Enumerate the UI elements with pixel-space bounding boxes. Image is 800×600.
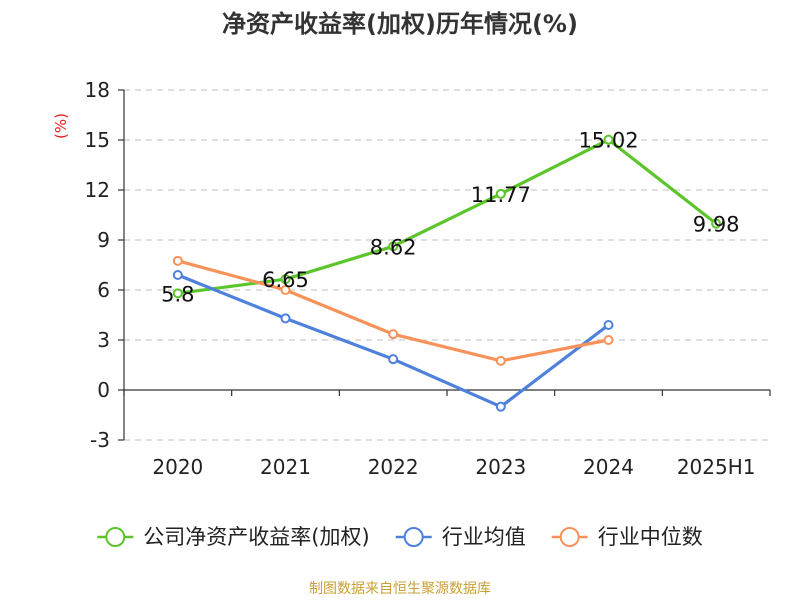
legend-label: 公司净资产收益率(加权)	[143, 525, 369, 549]
data-point	[711, 218, 722, 229]
data-label: 15.02	[578, 129, 638, 153]
legend: 公司净资产收益率(加权) 行业均值 行业中位数	[97, 525, 703, 549]
data-point	[172, 255, 183, 266]
data-point	[495, 401, 506, 412]
series-line	[177, 259, 609, 363]
y-tick-label: -3	[90, 428, 110, 452]
data-labels: 5.8 6.65 8.62 11.77 15.02 9.98	[161, 129, 739, 307]
data-point	[388, 329, 399, 340]
y-tick-label: 9	[97, 228, 110, 252]
legend-item: 行业均值	[395, 525, 526, 549]
series-line	[177, 273, 610, 409]
data-point	[280, 274, 291, 285]
x-tick-label: 2020	[152, 455, 203, 479]
legend-item: 公司净资产收益率(加权)	[97, 525, 370, 549]
data-label: 8.62	[370, 235, 417, 259]
legend-label: 行业中位数	[598, 525, 703, 549]
legend-label: 行业均值	[442, 525, 526, 549]
data-point	[603, 320, 614, 330]
data-point	[172, 288, 183, 299]
y-tick-label: 18	[85, 78, 110, 102]
axes: -3 0 3 6 9 12 15 18 2020 2021 2022 2023 2024 2025H1	[85, 78, 771, 479]
data-point	[603, 134, 614, 145]
data-point	[280, 313, 291, 324]
x-tick-label: 2025H1	[677, 455, 756, 479]
y-tick-label: 0	[97, 378, 110, 402]
data-label: 5.8	[161, 282, 194, 306]
legend-circle-icon	[105, 527, 126, 547]
y-tick-label: 3	[97, 328, 110, 352]
data-point	[388, 354, 399, 365]
data-label: 9.98	[693, 213, 740, 237]
x-tick-label: 2022	[368, 455, 419, 479]
y-tick-label: 12	[85, 178, 110, 202]
data-point	[388, 241, 399, 252]
data-point	[280, 285, 291, 295]
data-point	[495, 355, 506, 366]
data-point	[495, 188, 506, 199]
series-lines	[172, 134, 722, 412]
y-tick-label: 6	[97, 278, 110, 302]
legend-circle-icon	[403, 527, 424, 547]
data-label: 6.65	[262, 268, 309, 292]
legend-item: 行业中位数	[551, 525, 703, 549]
y-tick-label: 15	[85, 128, 110, 152]
grid-lines	[124, 89, 770, 441]
legend-circle-icon	[559, 527, 580, 547]
data-point	[603, 335, 614, 345]
series-line	[177, 138, 718, 295]
y-axis-unit-label: (%)	[52, 113, 70, 139]
x-tick-label: 2023	[475, 455, 526, 479]
data-point	[172, 270, 183, 280]
source-note: 制图数据来自恒生聚源数据库	[309, 581, 491, 597]
data-label: 11.77	[471, 183, 531, 207]
x-tick-label: 2021	[260, 455, 311, 479]
x-tick-label: 2024	[583, 455, 634, 479]
chart-title: 净资产收益率(加权)历年情况(%)	[222, 10, 578, 38]
